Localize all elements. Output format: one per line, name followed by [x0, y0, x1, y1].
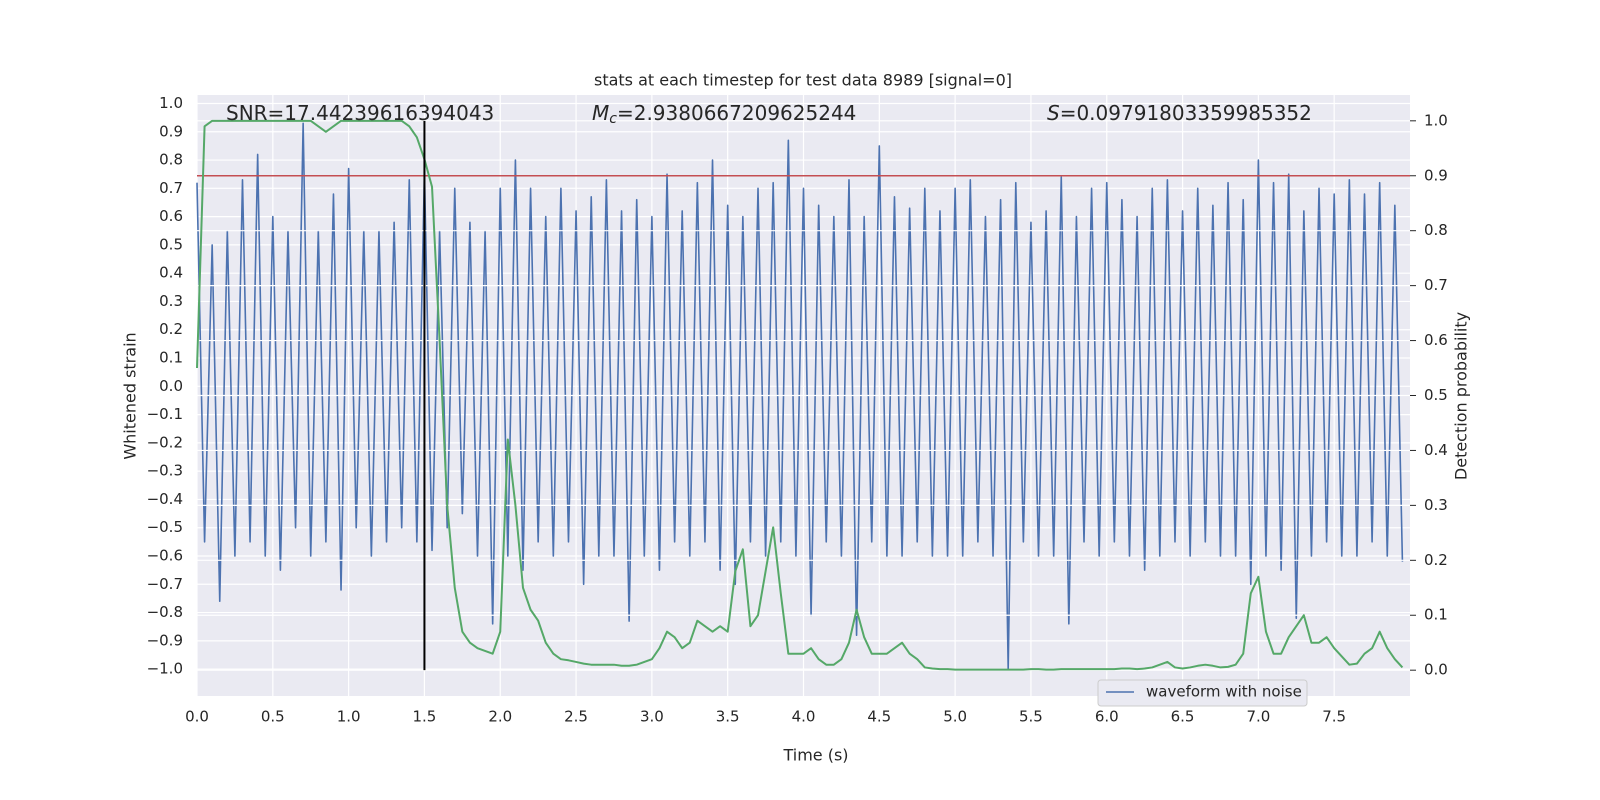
- y-tick-label: −0.4: [147, 490, 183, 508]
- y2-tick-label: 0.0: [1424, 661, 1448, 679]
- y-tick-label: 0.2: [159, 320, 183, 338]
- x-tick-label: 1.5: [413, 708, 437, 726]
- y-tick-label: −0.7: [147, 575, 183, 593]
- x-tick-label: 6.5: [1171, 708, 1195, 726]
- x-tick-label: 5.0: [943, 708, 967, 726]
- legend-label: waveform with noise: [1146, 683, 1302, 701]
- x-tick-label: 6.0: [1095, 708, 1119, 726]
- x-tick-label: 3.5: [716, 708, 740, 726]
- annotation-symbol: S: [1047, 101, 1060, 125]
- y2-tick-label: 0.5: [1424, 386, 1448, 404]
- y-tick-label: 0.6: [159, 207, 183, 225]
- y2-axis-label: Detection probability: [1452, 312, 1471, 480]
- y2-tick-label: 0.1: [1424, 606, 1448, 624]
- y2-tick-label: 1.0: [1424, 111, 1448, 129]
- y-tick-label: −0.5: [147, 518, 183, 536]
- y-tick-label: −0.9: [147, 631, 183, 649]
- x-tick-label: 2.0: [488, 708, 512, 726]
- x-tick-label: 5.5: [1019, 708, 1043, 726]
- annotation-text: =2.9380667209625244: [617, 101, 856, 125]
- y-tick-label: 0.0: [159, 377, 183, 395]
- data-line: [196, 119, 1404, 671]
- x-tick-label: 4.0: [792, 708, 816, 726]
- y2-tick-label: 0.2: [1424, 551, 1448, 569]
- x-tick-label: 7.5: [1322, 708, 1346, 726]
- annotation-subscript: c: [609, 111, 617, 127]
- legend-box: [1097, 679, 1308, 707]
- annotation-text: SNR=17.44239616394043: [226, 101, 494, 125]
- x-tick-label: 4.5: [867, 708, 891, 726]
- x-tick-label: 2.5: [564, 708, 588, 726]
- annotation: Mc=2.9380667209625244: [592, 101, 856, 128]
- x-axis-label: Time (s): [782, 746, 848, 765]
- y-tick-label: 0.8: [159, 151, 183, 169]
- y-tick-label: −1.0: [147, 660, 183, 678]
- x-tick-label: 7.0: [1246, 708, 1270, 726]
- x-tick-label: 0.5: [261, 708, 285, 726]
- x-tick-label: 3.0: [640, 708, 664, 726]
- y-tick-label: −0.3: [147, 462, 183, 480]
- y2-tick-label: 0.6: [1424, 331, 1448, 349]
- y2-tick-label: 0.8: [1424, 221, 1448, 239]
- y-tick-label: 0.3: [159, 292, 183, 310]
- annotation: SNR=17.44239616394043: [226, 101, 494, 125]
- annotation-text: =0.09791803359985352: [1060, 101, 1312, 125]
- x-tick-label: 0.0: [185, 708, 209, 726]
- data-line: [196, 122, 1404, 670]
- y-tick-label: 0.7: [159, 179, 183, 197]
- y-tick-label: 0.9: [159, 122, 183, 140]
- y-tick-label: −0.1: [147, 405, 183, 423]
- y2-tick-label: 0.4: [1424, 441, 1448, 459]
- y2-tick-label: 0.3: [1424, 496, 1448, 514]
- chart-title: stats at each timestep for test data 898…: [594, 71, 1012, 90]
- front-layer: [196, 119, 1410, 671]
- y-tick-label: 0.5: [159, 235, 183, 253]
- y-tick-label: −0.6: [147, 547, 183, 565]
- annotation-symbol: M: [592, 101, 609, 125]
- y-tick-label: 0.4: [159, 264, 183, 282]
- y-tick-label: 0.1: [159, 349, 183, 367]
- y-tick-label: −0.2: [147, 433, 183, 451]
- y-axis-label: Whitened strain: [121, 332, 140, 459]
- annotation: S=0.09791803359985352: [1047, 101, 1312, 125]
- y2-tick-label: 0.7: [1424, 276, 1448, 294]
- x-tick-label: 1.0: [337, 708, 361, 726]
- y2-tick-label: 0.9: [1424, 166, 1448, 184]
- y-tick-label: 1.0: [159, 94, 183, 112]
- y-tick-label: −0.8: [147, 603, 183, 621]
